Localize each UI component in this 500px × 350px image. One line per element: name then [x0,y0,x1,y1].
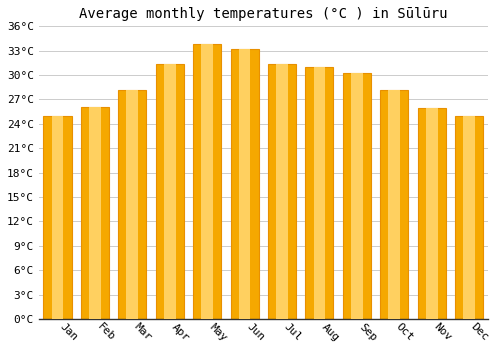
Bar [52,117,64,319]
Bar [276,64,288,319]
Title: Average monthly temperatures (°C ) in Sūlūru: Average monthly temperatures (°C ) in Sū… [79,7,448,21]
Bar [463,117,475,319]
Bar [238,49,250,319]
Bar [314,67,326,319]
Bar [306,67,334,319]
Bar [343,72,371,319]
Bar [156,64,184,319]
Bar [118,90,146,319]
Bar [202,44,213,319]
Bar [44,117,72,319]
Bar [89,107,101,319]
Bar [81,107,109,319]
Bar [380,90,408,319]
Bar [193,44,221,319]
Bar [230,49,258,319]
Bar [426,107,438,319]
Bar [126,90,138,319]
Bar [164,64,175,319]
Bar [388,90,400,319]
Bar [418,107,446,319]
Bar [455,117,483,319]
Bar [268,64,296,319]
Bar [351,72,362,319]
